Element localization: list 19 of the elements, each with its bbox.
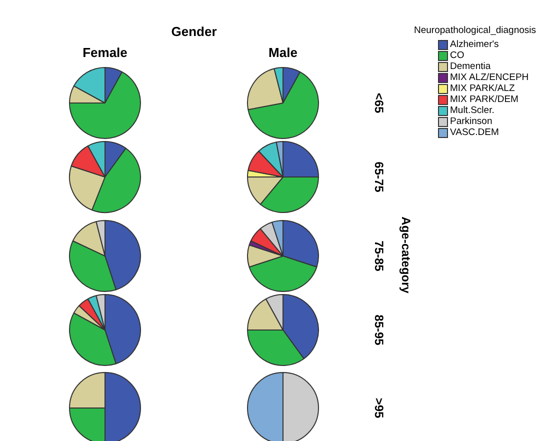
chart-title: Female xyxy=(82,45,128,60)
text: Age-category xyxy=(398,216,413,296)
legend-label: Alzheimer's xyxy=(450,39,499,50)
legend-label: VASC.DEM xyxy=(450,127,499,138)
text: 85-95 xyxy=(371,314,386,348)
text: <65 xyxy=(371,92,386,116)
legend-label: Mult.Scler. xyxy=(450,105,494,116)
legend-title: Neuropathological_diagnosis xyxy=(414,25,536,36)
legend-label: MIX PARK/ALZ xyxy=(450,83,515,94)
legend-label: CO xyxy=(450,50,464,61)
chart-title: Male xyxy=(268,45,298,60)
text: 65-75 xyxy=(371,160,386,194)
legend-label: Parkinson xyxy=(450,116,492,127)
text: >95 xyxy=(371,396,386,420)
legend-label: MIX ALZ/ENCEPH xyxy=(450,72,529,83)
legend-label: MIX PARK/DEM xyxy=(450,94,518,105)
text: Gender xyxy=(170,24,218,39)
text: 75-85 xyxy=(371,240,386,274)
legend-label: Dementia xyxy=(450,61,491,72)
